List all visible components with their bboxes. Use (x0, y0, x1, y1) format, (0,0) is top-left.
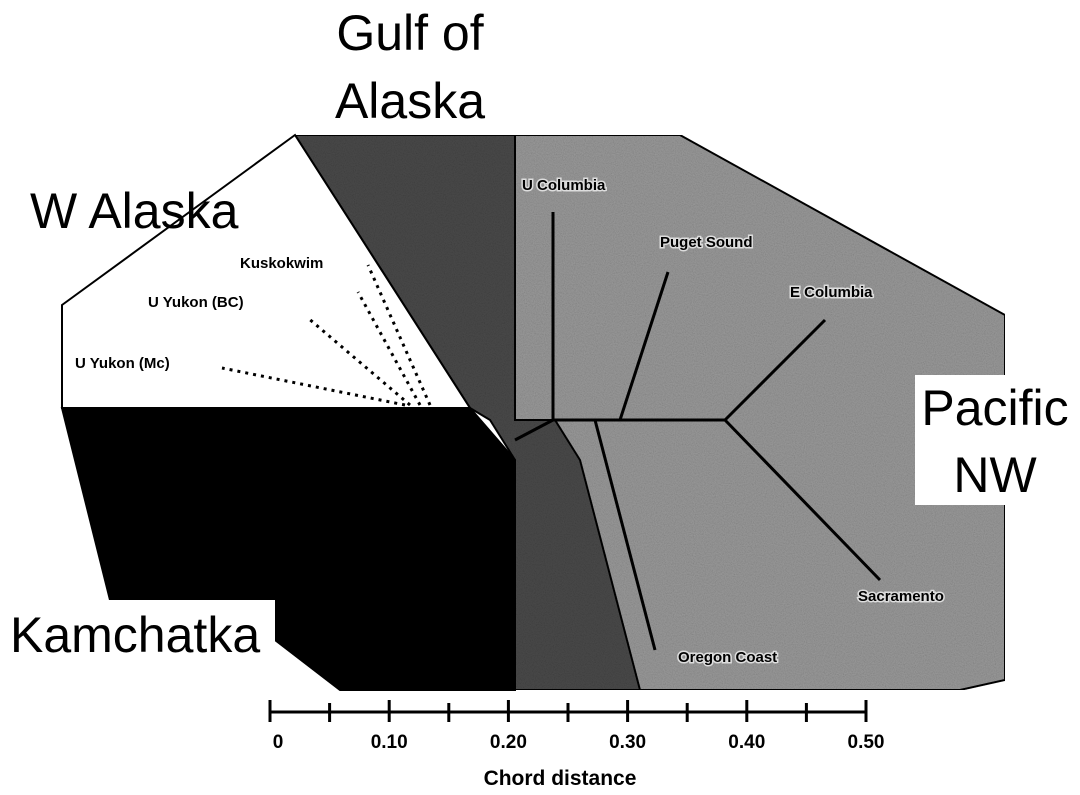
population-label: E Columbia (790, 284, 873, 301)
diagram: Gulf of Alaska W Alaska Pacific NW Kamch… (0, 0, 1080, 795)
population-label: Sacramento (858, 588, 944, 605)
population-label: U Yukon (BC) (148, 294, 244, 311)
tick-label: 0.30 (609, 732, 646, 753)
region-label: Alaska (335, 73, 485, 129)
tick-label: 0.20 (490, 732, 527, 753)
population-label: U Yukon (Mc) (75, 355, 170, 372)
region-label: NW (953, 447, 1037, 503)
population-label: U Columbia (522, 177, 606, 194)
tick-label: 0.50 (848, 732, 885, 753)
axis-title: Chord distance (484, 767, 637, 790)
region-label: W Alaska (30, 183, 239, 239)
tick-label: 0 (273, 732, 284, 753)
scale-axis (270, 700, 866, 722)
population-label: Kuskokwim (240, 255, 323, 272)
tick-label: 0.40 (728, 732, 765, 753)
population-label: Puget Sound (660, 234, 753, 251)
region-label: Pacific (921, 380, 1068, 436)
tick-label: 0.10 (371, 732, 408, 753)
population-label: Oregon Coast (678, 649, 777, 666)
region-label: Gulf of (336, 5, 483, 61)
page: Gulf of Alaska W Alaska Pacific NW Kamch… (0, 0, 1080, 795)
region-label: Kamchatka (10, 607, 260, 663)
